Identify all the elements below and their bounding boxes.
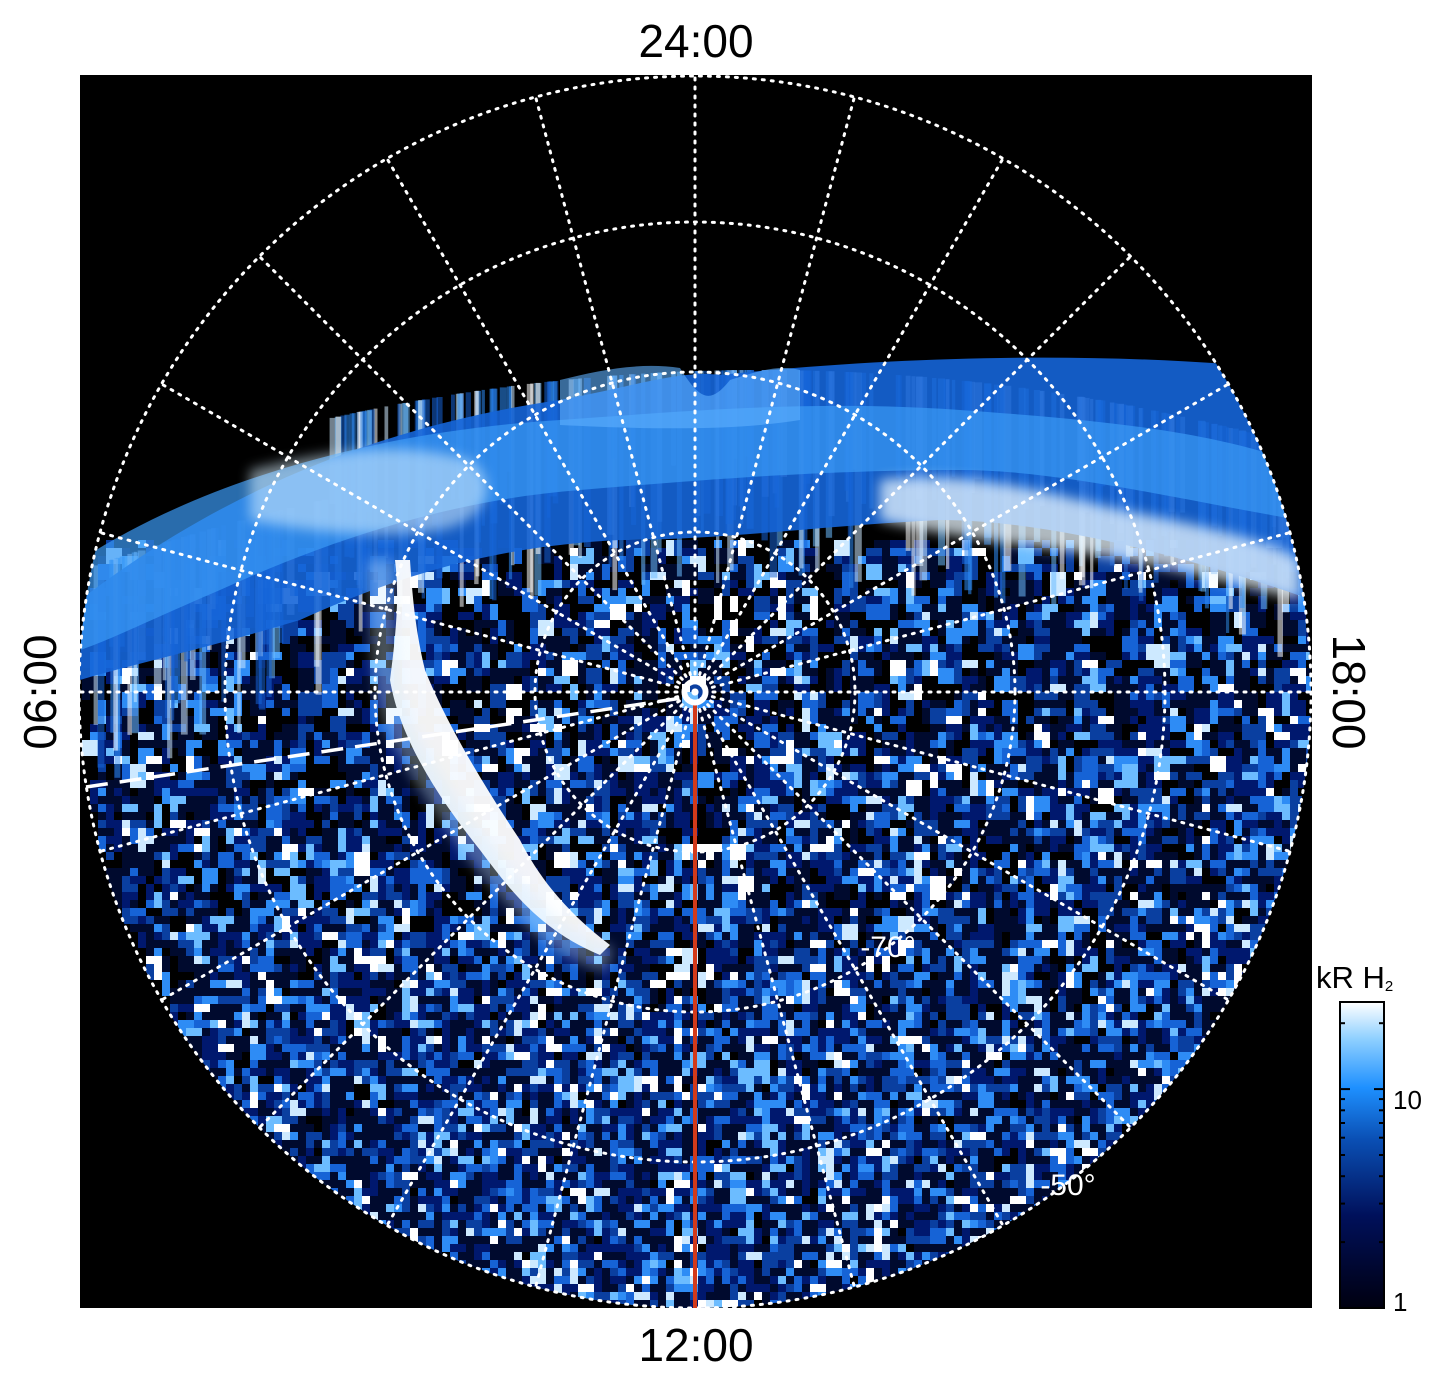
- local-time-label-left: 06:00: [17, 634, 63, 749]
- colorbar-tick-label-10: 10: [1393, 1085, 1422, 1116]
- local-time-label-top: 24:00: [0, 18, 1392, 64]
- colorbar-tick-label-1: 1: [1393, 1287, 1407, 1318]
- colorbar-gradient: [1340, 1002, 1384, 1308]
- latitude-label-outer: -50°: [1040, 1169, 1095, 1202]
- colorbar-title-main: kR H: [1316, 960, 1385, 995]
- local-time-label-bottom: 12:00: [0, 1322, 1392, 1368]
- latitude-label-inner: -70°: [860, 931, 915, 964]
- colorbar-title-subscript: 2: [1385, 978, 1393, 995]
- colorbar: [1340, 1002, 1384, 1308]
- local-time-label-right: 18:00: [1326, 634, 1372, 749]
- colorbar-title: kR H2: [1316, 960, 1393, 996]
